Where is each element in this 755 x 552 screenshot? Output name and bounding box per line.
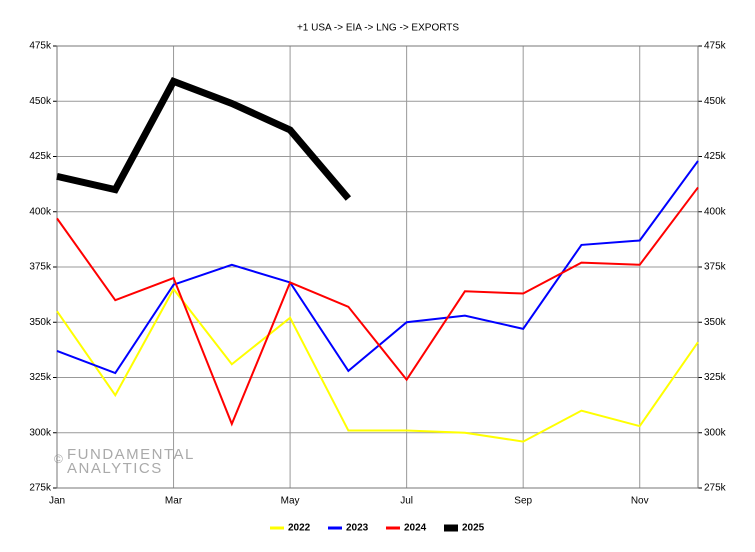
series-line [56,287,699,443]
chart-title: +1 USA -> EIA -> LNG -> EXPORTS [297,23,459,34]
y-tick-label: 400k [29,206,52,217]
y2-tick-label: 425k [704,151,727,162]
y2-tick-label: 375k [704,262,727,273]
x-tick-label: Sep [514,496,532,507]
y-tick-label: 325k [29,372,52,383]
series-line [56,76,352,201]
y-tick-label: 375k [29,262,52,273]
x-tick-label: Jan [49,496,65,507]
watermark-symbol: © [54,452,63,466]
watermark-text: FUNDAMENTAL [67,446,195,463]
y-tick-label: 300k [29,427,52,438]
y-tick-label: 450k [29,96,52,107]
y-tick-label: 350k [29,317,52,328]
y2-tick-label: 475k [704,41,727,52]
x-tick-label: Jul [400,496,413,507]
y2-tick-label: 450k [704,96,727,107]
series-line [56,160,699,375]
x-tick-label: May [281,496,300,507]
y2-tick-label: 275k [704,483,727,494]
y2-tick-label: 300k [704,427,727,438]
legend-label: 2024 [404,523,427,534]
x-tick-label: Mar [165,496,183,507]
watermark-text: ANALYTICS [67,460,163,477]
legend-label: 2023 [346,523,369,534]
series-line [56,186,699,427]
y-tick-label: 425k [29,151,52,162]
plot-frame [56,45,699,489]
y2-tick-label: 325k [704,372,727,383]
y2-tick-label: 400k [704,206,727,217]
legend-label: 2025 [462,523,485,534]
x-tick-label: Nov [631,496,649,507]
y-tick-label: 275k [29,483,52,494]
legend-label: 2022 [288,523,311,534]
y2-tick-label: 350k [704,317,727,328]
y-tick-label: 475k [29,41,52,52]
